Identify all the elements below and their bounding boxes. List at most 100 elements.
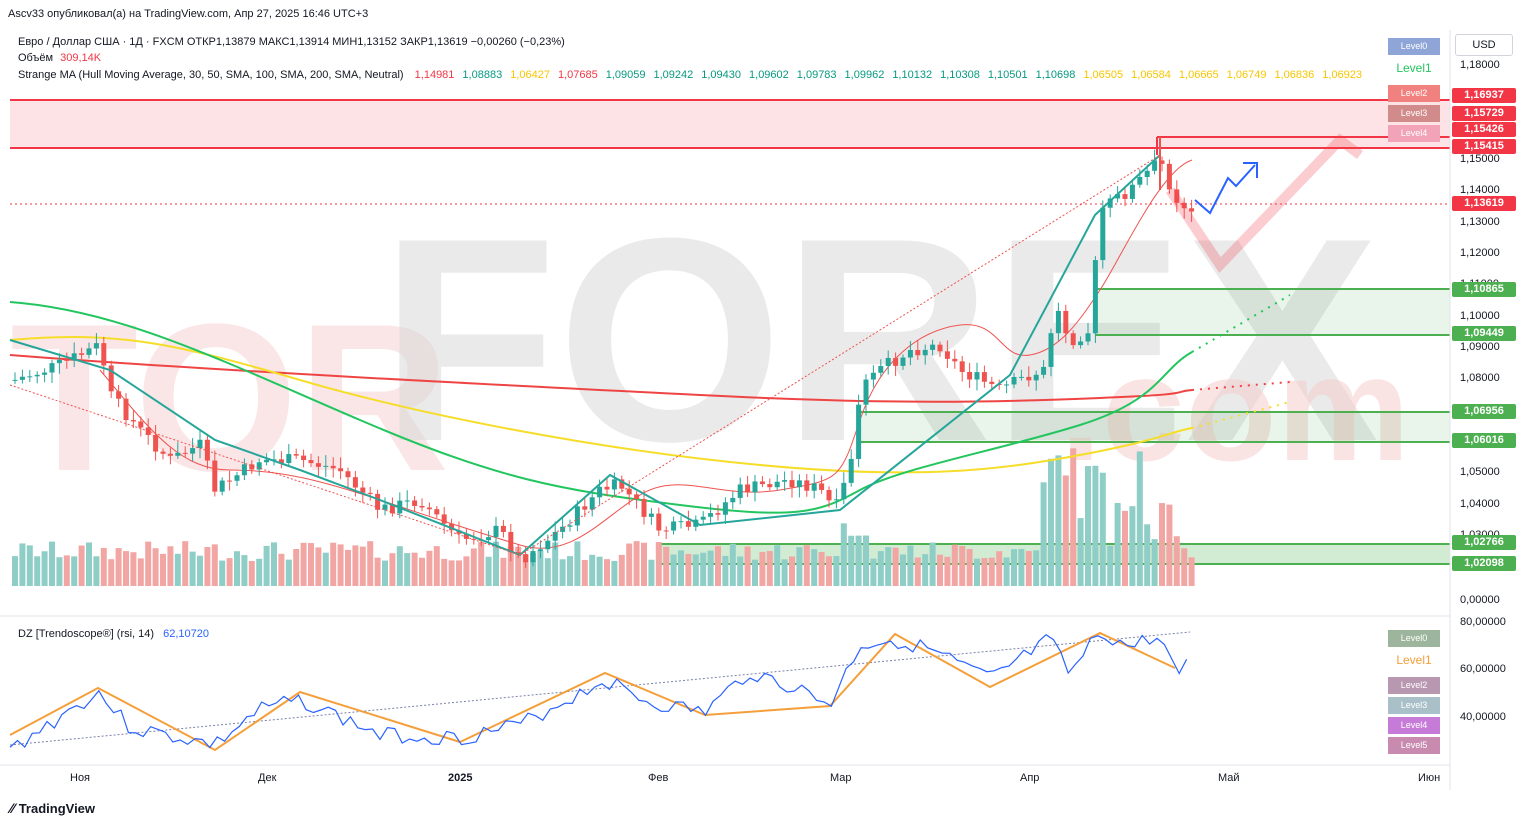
candle-body [863, 379, 869, 405]
rsi-legend[interactable]: DZ [Trendoscope®] (rsi, 14) 62,10720 [18, 628, 209, 640]
volume-bar [478, 542, 485, 586]
candle-body [789, 480, 795, 488]
volume-bar [1048, 458, 1054, 586]
volume-bar [1062, 475, 1069, 586]
candle-body [589, 497, 595, 510]
ma-values: 1,14981 1,08883 1,06427 1,07685 1,09059 1,092… [415, 69, 1370, 81]
volume-bar [981, 558, 988, 586]
volume-bar [1188, 557, 1195, 586]
candle-body [34, 374, 40, 377]
candle-body [671, 521, 677, 531]
dotted-trend-line-1 [9, 384, 521, 556]
level-badge: Level2 [1388, 677, 1440, 694]
volume-bar [396, 546, 403, 586]
ma-value: 1,06923 [1322, 69, 1362, 81]
volume-bar [766, 551, 773, 586]
candle-body [108, 365, 114, 392]
candle-body [1041, 366, 1047, 375]
candle-body [315, 463, 321, 467]
volume-bar [715, 546, 721, 586]
price-highlight-label: 1,02766 [1452, 535, 1516, 550]
volume-bar [337, 544, 344, 586]
volume-bar [130, 552, 137, 586]
volume-bar [863, 535, 869, 586]
candle-body [537, 549, 543, 552]
volume-bar [1122, 510, 1128, 586]
volume-bar [789, 556, 795, 586]
volume-bar [826, 556, 832, 586]
candle-body [426, 507, 432, 510]
ma-value: 1,06836 [1274, 69, 1315, 81]
volume-bar [692, 554, 699, 586]
currency-button[interactable]: USD [1455, 34, 1513, 56]
candle-body [1018, 376, 1024, 378]
volume-bar [263, 545, 270, 586]
candle-body [759, 481, 765, 485]
candle-body [12, 379, 18, 381]
candle-body [1129, 184, 1135, 199]
volume-bar [522, 554, 529, 586]
volume-bar [115, 548, 122, 586]
volume-bar [1070, 448, 1077, 586]
candle-body [1115, 194, 1121, 199]
candle-body [227, 480, 233, 482]
candle-body [774, 481, 780, 488]
time-tick: Май [1218, 772, 1240, 784]
price-highlight-label: 1,15415 [1452, 139, 1516, 154]
volume-bar [352, 545, 359, 586]
candle-body [404, 500, 410, 502]
ma-legend[interactable]: Strange MA (Hull Moving Average, 30, 50,… [18, 69, 1370, 81]
volume-bar [359, 546, 366, 586]
candle-body [338, 468, 344, 472]
candle-body [819, 483, 825, 490]
volume-bar [811, 549, 818, 586]
ma-value: 1,09962 [844, 69, 885, 81]
volume-bar [26, 545, 33, 586]
volume-bar [1003, 557, 1010, 586]
candle-body [101, 343, 107, 366]
volume-bar [211, 544, 218, 586]
price-highlight-label: 1,06956 [1452, 404, 1516, 419]
rsi-zigzag [9, 631, 1176, 752]
rsi-tick: 80,00000 [1460, 616, 1506, 628]
watermark-com: .com [1060, 324, 1410, 492]
volume-bar [308, 543, 314, 586]
candle-body [434, 509, 440, 515]
volume-bar [448, 560, 455, 586]
candle-body [256, 462, 262, 470]
candle-body [278, 459, 284, 464]
volume-bar [86, 542, 92, 586]
volume-bar [1173, 536, 1180, 586]
candle-body [722, 502, 728, 515]
volume-bar [1040, 482, 1047, 586]
volume-bar [411, 552, 418, 586]
price-tick: 1,10000 [1460, 310, 1500, 322]
candle-body [811, 483, 817, 491]
candle-body [219, 480, 225, 492]
candle-body [463, 533, 469, 539]
volume-bar [426, 550, 433, 586]
candle-body [182, 452, 188, 454]
candle-body [981, 372, 987, 382]
trend-lines [9, 137, 1161, 557]
candle-body [301, 455, 307, 461]
candle-body [952, 358, 958, 362]
candle-body [893, 357, 899, 366]
volume-bar [833, 556, 840, 586]
ma-value: 1,06584 [1131, 69, 1171, 81]
ma-value: 1,06427 [510, 69, 550, 81]
volume-bar [382, 560, 388, 586]
volume-bar [530, 553, 536, 586]
volume-bar [774, 545, 781, 586]
volume-bar [1092, 465, 1099, 586]
symbol-legend[interactable]: Евро / Доллар США · 1Д · FXCM ОТКР1,1387… [18, 36, 565, 48]
volume-bar [41, 551, 48, 586]
price-highlight-label: 1,09449 [1452, 326, 1516, 341]
candle-body [752, 481, 758, 493]
volume-bar [271, 542, 277, 586]
ma-value: 1,10698 [1035, 69, 1076, 81]
volume-legend[interactable]: Объём 309,14K [18, 52, 101, 64]
tradingview-brand[interactable]: ⁄⁄ TradingView [10, 800, 95, 816]
volume-bar [285, 559, 292, 586]
